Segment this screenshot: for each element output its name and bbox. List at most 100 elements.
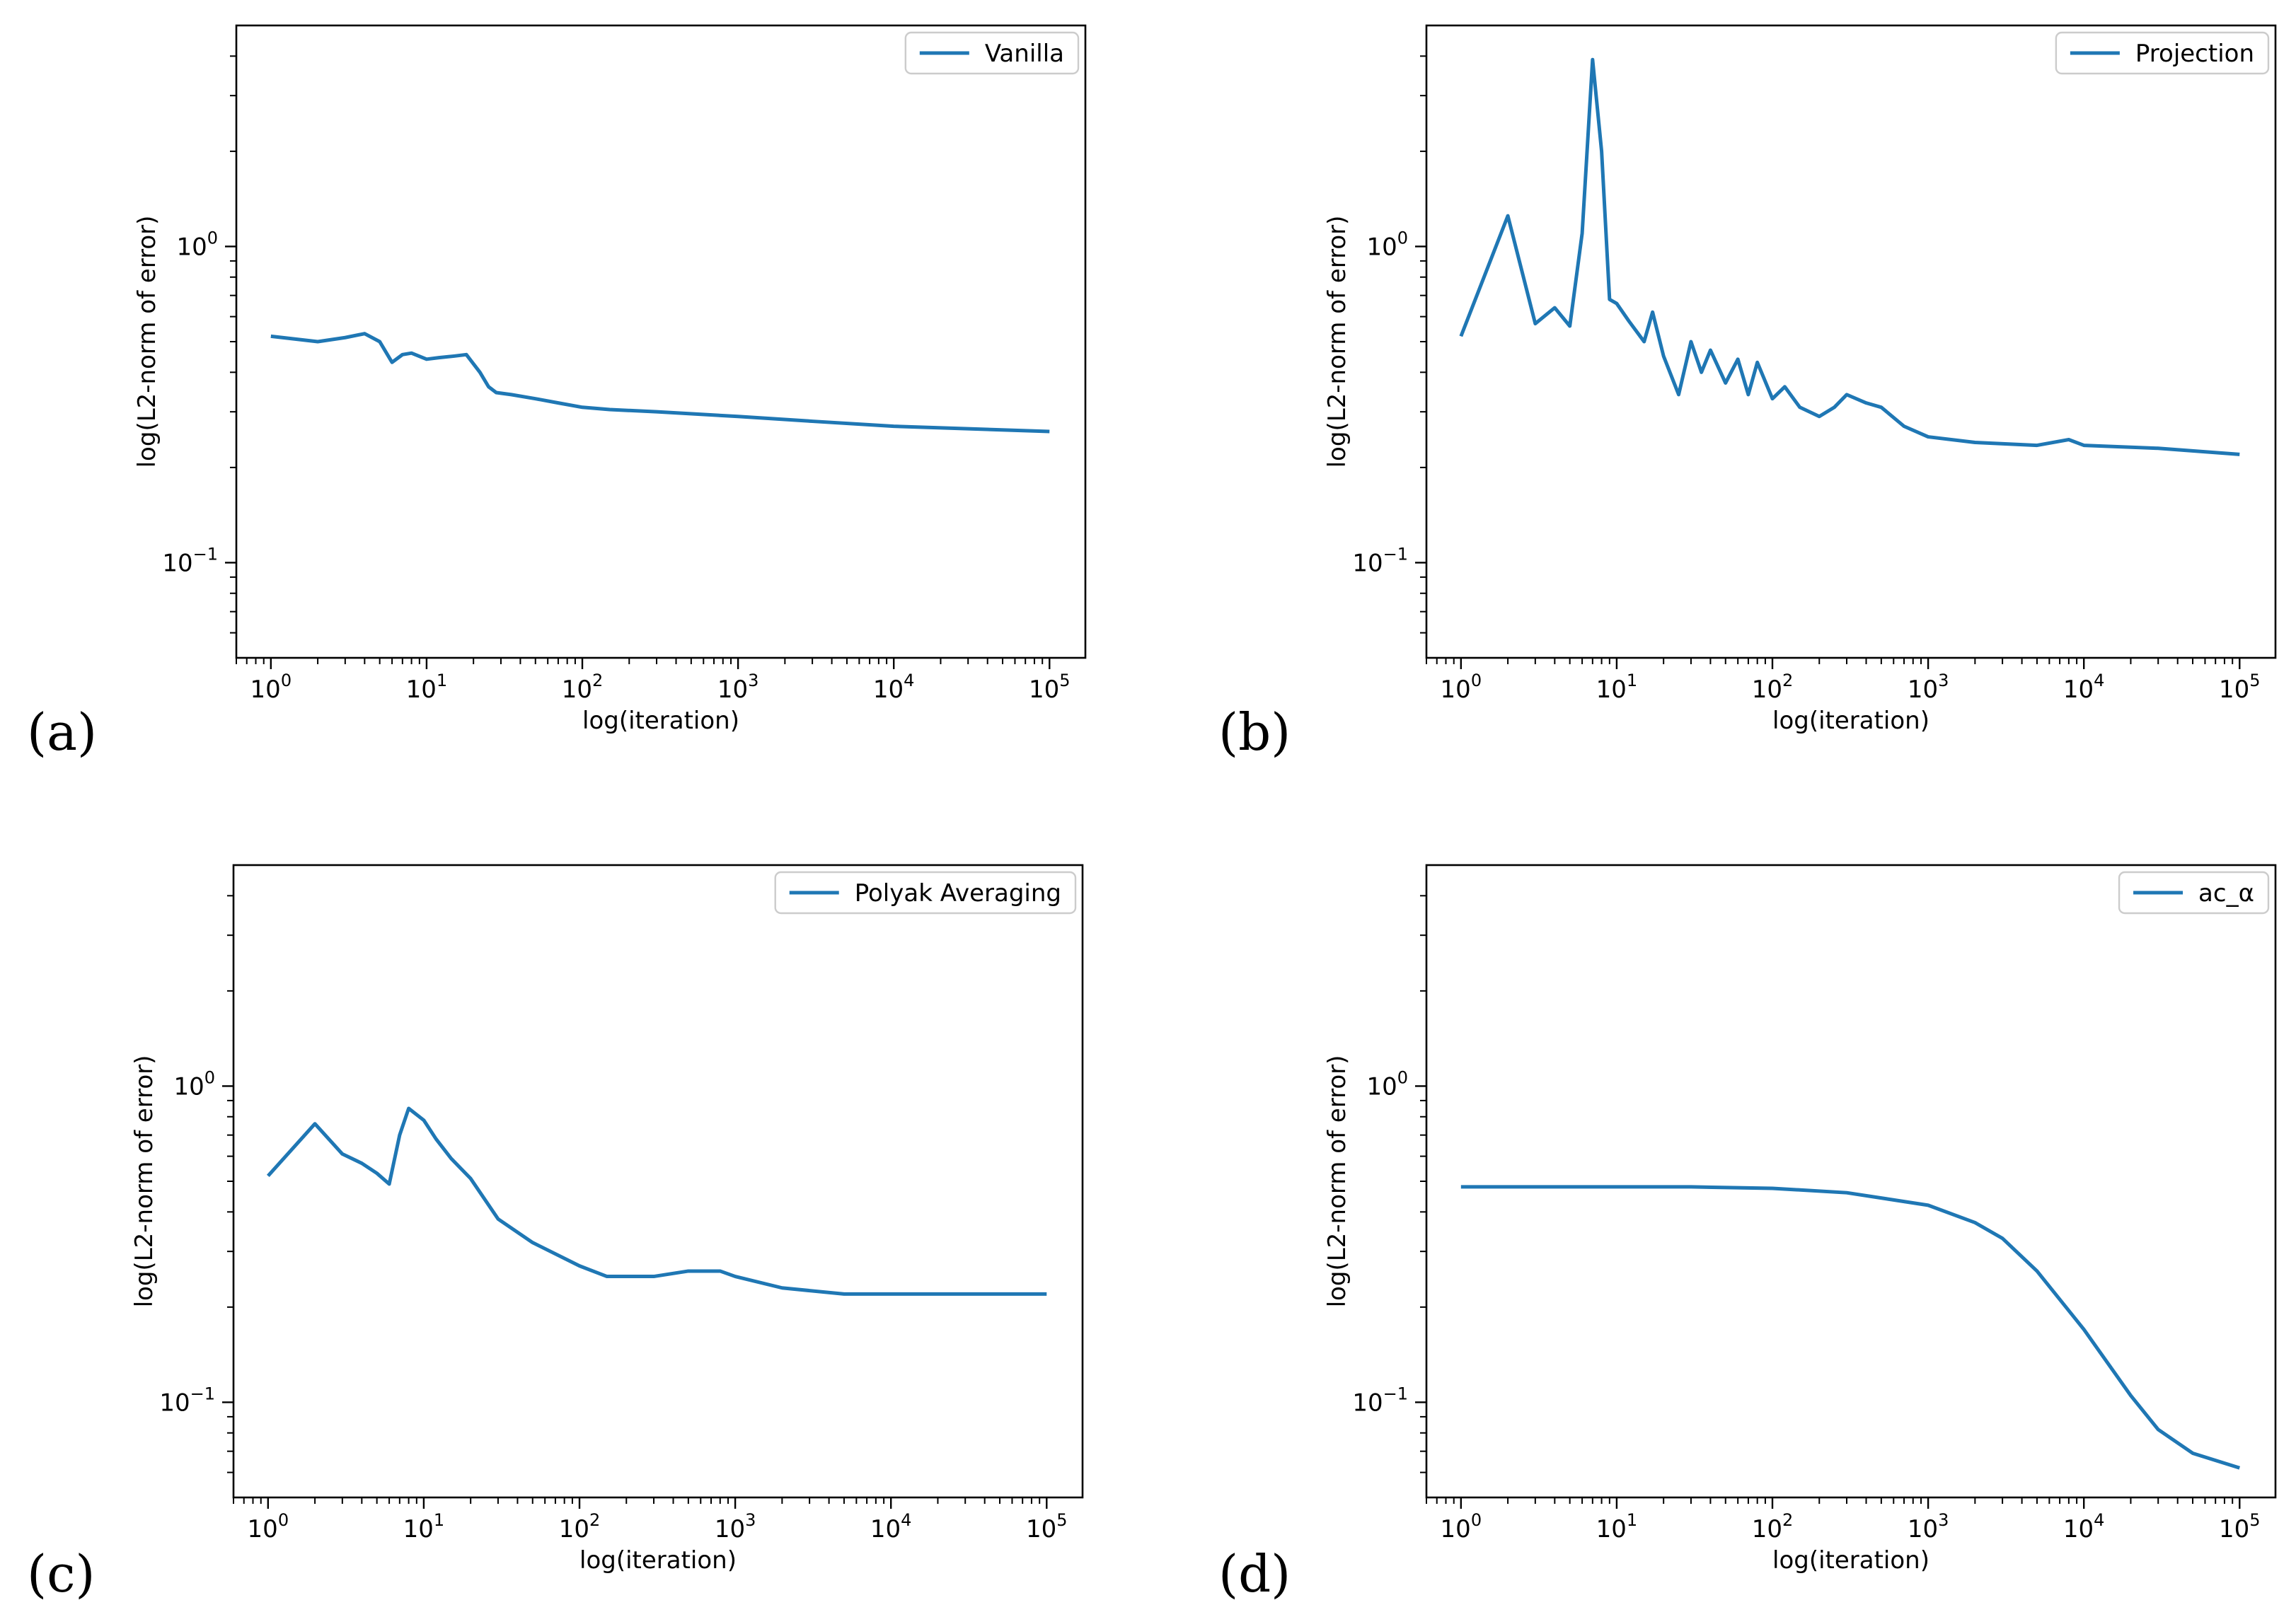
y-tick-exponent: 0 [204,1067,215,1087]
x-tick-base: 10 [562,676,592,704]
y-tick-label: 10−1 [1352,1384,1408,1417]
x-tick-exponent: 5 [1059,671,1070,690]
x-tick-exponent: 1 [437,671,447,690]
y-tick-label: 10−1 [1352,544,1408,577]
legend-box [904,31,1080,75]
legend: Polyak Averaging [774,871,1077,915]
legend-box [2118,871,2270,915]
x-tick-base: 10 [1596,676,1627,704]
x-tick-exponent: 4 [901,1510,911,1530]
series-line [1460,1185,2241,1470]
x-tick-base: 10 [2063,676,2094,704]
x-tick-base: 10 [559,1515,589,1543]
x-tick-base: 10 [1441,676,1471,704]
chart-panel-3: 100 101 102 103 104 10510010−1log(iteration)l… [27,864,1084,1604]
x-tick-exponent: 5 [2249,1510,2260,1530]
y-tick-exponent: −1 [193,544,218,564]
x-tick-label: 101 [403,1510,445,1543]
legend: ac_α [2118,871,2270,915]
x-tick-label: 104 [870,1510,912,1543]
x-tick-base: 10 [1752,676,1782,704]
y-tick-base: 10 [162,549,192,577]
x-tick-label: 105 [1029,671,1071,704]
x-tick-base: 10 [873,676,904,704]
y-tick-exponent: −1 [190,1384,215,1403]
x-tick-base: 10 [1029,676,1059,704]
x-tick-exponent: 4 [2094,1510,2104,1530]
x-tick-base: 10 [1441,1515,1471,1543]
x-tick-exponent: 2 [592,671,603,690]
panel-label: (c) [27,1544,96,1604]
x-tick-base: 10 [1026,1515,1056,1543]
x-axis-label: log(iteration) [579,1546,737,1575]
x-tick-label: 101 [406,671,448,704]
x-tick-label: 104 [2063,1510,2105,1543]
y-tick-label: 10−1 [159,1384,215,1417]
x-tick-exponent: 5 [1056,1510,1067,1530]
x-tick-base: 10 [2219,1515,2249,1543]
y-tick-base: 10 [173,1072,204,1101]
y-tick-base: 10 [159,1389,190,1417]
legend-box [774,871,1077,915]
y-axis-label: log(L2-norm of error) [1323,216,1351,468]
y-tick-base: 10 [1352,1389,1383,1417]
y-tick-label: 100 [1366,1067,1408,1101]
y-tick-label: 10−1 [162,544,218,577]
y-tick-label: 100 [1366,228,1408,261]
x-tick-label: 102 [559,1510,601,1543]
y-tick-exponent: 0 [1397,1067,1408,1087]
x-tick-label: 105 [2219,1510,2261,1543]
panel-label: (b) [1218,702,1291,762]
plot-frame [232,864,1084,1499]
x-tick-label: 105 [2219,671,2261,704]
x-tick-base: 10 [1752,1515,1782,1543]
legend-label: Vanilla [985,40,1064,68]
plot-frame [1425,24,2277,659]
chart-panel-2: 100 101 102 103 104 10510010−1log(iteration)l… [1218,24,2277,762]
x-tick-label: 100 [250,671,292,704]
x-tick-label: 103 [1908,671,1949,704]
x-tick-exponent: 0 [1471,671,1482,690]
y-axis-label: log(L2-norm of error) [130,1055,158,1308]
x-tick-exponent: 1 [1627,671,1637,690]
x-tick-exponent: 5 [2249,671,2260,690]
x-tick-label: 104 [2063,671,2105,704]
legend-box [2055,31,2270,75]
y-tick-exponent: −1 [1383,1384,1408,1403]
x-tick-label: 100 [1441,671,1482,704]
y-tick-base: 10 [1366,233,1397,261]
x-tick-base: 10 [250,676,281,704]
y-tick-exponent: −1 [1383,544,1408,564]
y-tick-label: 100 [176,228,218,261]
legend-label: Polyak Averaging [855,879,1061,908]
chart-panel-1: 100 101 102 103 104 10510010−1log(iteration)l… [27,24,1087,762]
panel-label: (d) [1218,1544,1291,1604]
x-tick-label: 103 [715,1510,756,1543]
panel-label: (a) [27,702,97,762]
x-tick-exponent: 0 [278,1510,289,1530]
x-tick-exponent: 2 [1782,1510,1793,1530]
x-tick-exponent: 2 [1782,671,1793,690]
x-tick-label: 103 [717,671,759,704]
x-tick-label: 102 [1752,671,1794,704]
x-tick-label: 100 [248,1510,289,1543]
x-tick-base: 10 [1908,1515,1938,1543]
y-tick-label: 100 [173,1067,215,1101]
legend-label: Projection [2135,40,2254,68]
x-tick-label: 105 [1026,1510,1068,1543]
y-tick-exponent: 0 [207,228,218,248]
x-tick-exponent: 3 [745,1510,756,1530]
x-tick-exponent: 3 [1938,1510,1949,1530]
x-tick-label: 104 [873,671,915,704]
x-tick-base: 10 [870,1515,901,1543]
legend: Vanilla [904,31,1080,75]
x-tick-base: 10 [406,676,437,704]
y-tick-exponent: 0 [1397,228,1408,248]
x-tick-exponent: 4 [2094,671,2104,690]
x-tick-base: 10 [1908,676,1938,704]
x-axis-label: log(iteration) [1772,707,1929,735]
series-line [270,332,1050,434]
plot-frame [235,24,1087,659]
